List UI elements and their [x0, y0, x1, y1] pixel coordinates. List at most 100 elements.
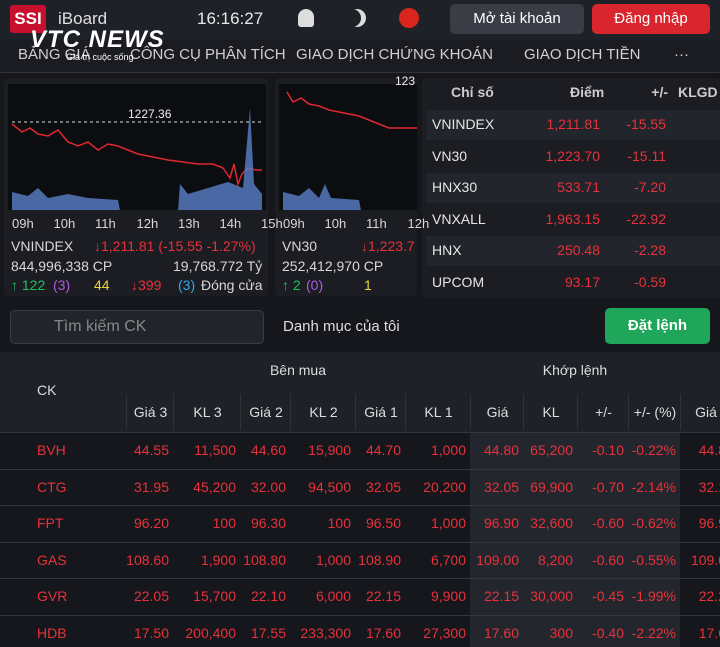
- index-name: HNX: [432, 242, 462, 258]
- index-line: [286, 91, 417, 129]
- group-header: Bên mua: [269, 362, 327, 378]
- price-cell: 1,000: [315, 551, 351, 568]
- price-cell: 27,300: [423, 625, 466, 641]
- app-name: iBoard: [58, 9, 108, 28]
- watchlist-dropdown[interactable]: Danh mục của tôi: [283, 318, 400, 335]
- price-cell: 32.00: [250, 478, 286, 495]
- price-cell: 17.55: [250, 625, 286, 641]
- nav-item[interactable]: BẢNG GIÁ: [18, 46, 91, 63]
- price-cell: -0.70: [592, 478, 624, 495]
- nav-item[interactable]: CÔNG CỤ PHÂN TÍCH: [130, 46, 286, 63]
- price-cell: 96.50: [365, 515, 401, 532]
- price-cell: 300: [549, 625, 573, 641]
- price-cell: 32.05: [365, 478, 401, 495]
- match-bg: [470, 432, 680, 647]
- price-cell: 22.05: [133, 588, 169, 605]
- price-cell: 100: [327, 515, 351, 532]
- price-cell: 44.70: [365, 442, 401, 458]
- column-header: Giá 1: [355, 394, 406, 430]
- price-cell: 96.9: [698, 515, 720, 532]
- price-cell: 233,300: [300, 625, 351, 641]
- index-change: -0.59: [634, 273, 666, 290]
- nav-bar: [0, 40, 720, 73]
- ceiling: (3): [53, 277, 71, 293]
- symbol: CTG: [37, 478, 67, 495]
- x-tick-label: 12h: [136, 216, 159, 231]
- column-header: +/-: [651, 84, 668, 100]
- price-cell: 6,700: [430, 551, 466, 568]
- unchanged: 1: [364, 277, 372, 293]
- price-cell: 96.90: [483, 515, 519, 532]
- column-header: +/-: [577, 394, 629, 430]
- index-name: VN30: [282, 238, 318, 254]
- vnindex-chart: [8, 84, 266, 210]
- price-cell: 11,500: [194, 442, 236, 458]
- order-button[interactable]: Đặt lệnh: [605, 308, 710, 344]
- nav-item[interactable]: GIAO DỊCH TIỀN: [524, 46, 641, 63]
- index-change: -22.92: [626, 210, 666, 227]
- x-tick-label: 15h: [261, 216, 283, 231]
- search-box[interactable]: [10, 310, 264, 344]
- price-cell: -2.14%: [631, 478, 676, 495]
- chart-bg: [279, 84, 417, 210]
- index-points: 1,963.15: [545, 210, 601, 227]
- index-name: VNINDEX: [432, 116, 495, 132]
- column-header: Giá 2: [240, 394, 291, 430]
- index-change: -7.20: [634, 179, 666, 195]
- volume-area: [283, 184, 361, 210]
- index-change: ↓1,211.81 (-15.55 -1.27%): [94, 238, 256, 254]
- x-tick-label: 12h: [407, 216, 430, 231]
- volume-area: [12, 108, 262, 210]
- price-cell: 200,400: [185, 625, 236, 641]
- price-cell: 17.60: [483, 625, 519, 641]
- index-points: 250.48: [557, 242, 600, 258]
- price-cell: -0.10: [592, 442, 624, 458]
- reference-label: 123: [395, 74, 416, 88]
- price-cell: 20,200: [423, 478, 466, 495]
- open-account-button[interactable]: Mở tài khoản: [450, 4, 584, 34]
- price-cell: 32.05: [483, 478, 519, 495]
- nav-item[interactable]: ···: [674, 46, 689, 63]
- column-header: Chỉ số: [451, 84, 494, 100]
- column-header: KL 3: [173, 394, 241, 430]
- index-change: ↓1,223.7: [361, 238, 415, 254]
- column-header: KL: [523, 394, 578, 430]
- clock: 16:16:27: [197, 9, 264, 28]
- row-divider: [0, 505, 720, 507]
- price-cell: 30,000: [530, 588, 573, 605]
- price-cell: 1,000: [430, 515, 466, 532]
- price-cell: 9,900: [430, 588, 466, 605]
- flag-icon: [399, 8, 419, 28]
- price-cell: -0.55%: [631, 551, 676, 568]
- floor: (3): [178, 277, 196, 293]
- price-cell: -0.40: [592, 625, 624, 641]
- x-tick-label: 10h: [53, 216, 76, 231]
- price-cell: 22.15: [365, 588, 401, 605]
- row-divider: [0, 468, 720, 470]
- price-cell: -0.62%: [631, 515, 676, 532]
- logo: SSI: [10, 5, 46, 33]
- price-cell: -0.60: [592, 515, 624, 532]
- price-cell: 44.60: [250, 442, 286, 458]
- row-divider: [0, 615, 720, 616]
- column-header: KL 1: [405, 394, 471, 430]
- x-tick-label: 14h: [219, 216, 242, 231]
- nav-item[interactable]: GIAO DỊCH CHỨNG KHOÁN: [296, 46, 493, 63]
- volume: 252,412,970 CP: [282, 258, 384, 274]
- search-placeholder[interactable]: Tìm kiếm CK: [54, 318, 147, 335]
- price-cell: 109.0: [690, 551, 720, 568]
- row-divider: [0, 578, 720, 580]
- column-header: Điểm: [570, 84, 605, 100]
- index-name: UPCOM: [432, 273, 485, 290]
- price-cell: 44.8: [698, 442, 720, 458]
- price-cell: 94,500: [308, 478, 351, 495]
- index-points: 533.71: [557, 179, 600, 195]
- index-change: -15.11: [627, 147, 666, 164]
- price-cell: 109.00: [476, 551, 519, 568]
- market-status: Đóng cửa: [201, 277, 263, 293]
- board-header: [0, 352, 720, 432]
- symbol: BVH: [37, 442, 66, 458]
- login-button[interactable]: Đăng nhập: [592, 4, 710, 34]
- index-name: VNINDEX: [11, 238, 74, 254]
